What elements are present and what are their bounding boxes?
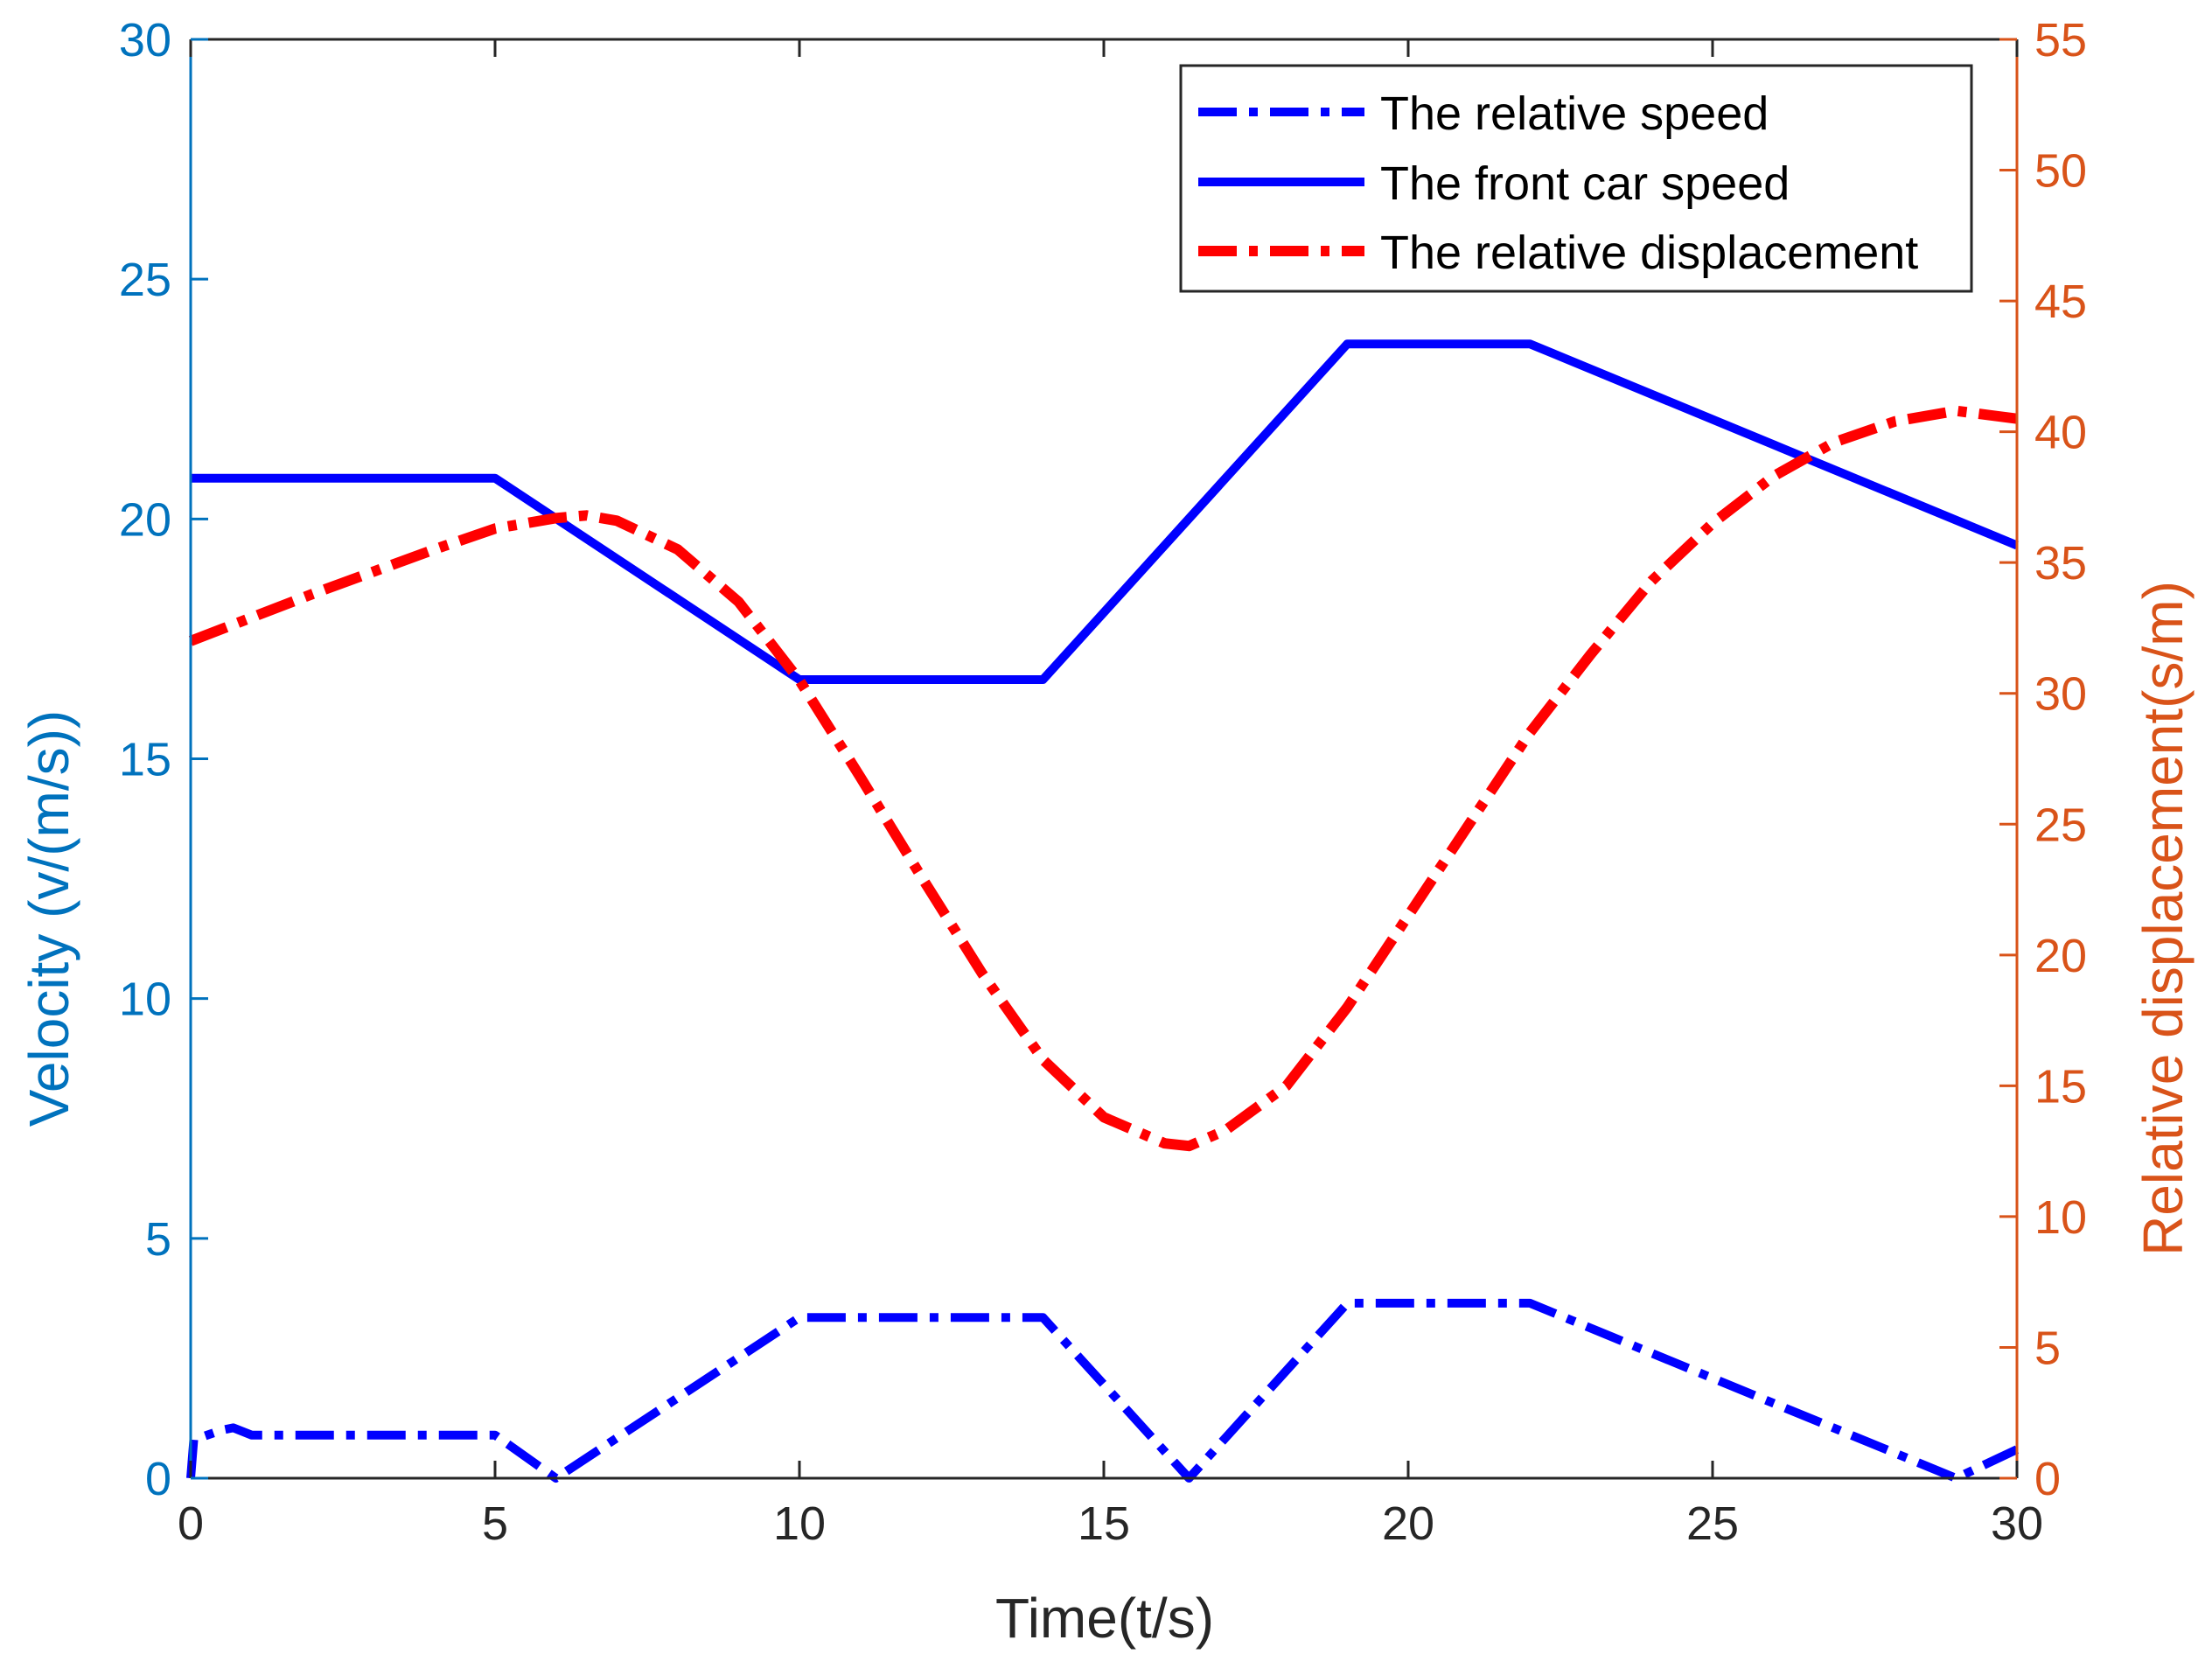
y-tick-label-right: 5 — [2034, 1322, 2061, 1374]
y-axis-label-right: Relative displacement(s/m) — [2132, 581, 2195, 1256]
y-tick-label-right: 50 — [2034, 145, 2087, 198]
y-tick-label-left: 5 — [145, 1213, 171, 1266]
axes-layer: 0 5 10 15 20 25 300510152025300510152025303540… — [119, 14, 2087, 1550]
y-axis-label-left: Velocity (v/(m/s)) — [17, 710, 80, 1127]
y-tick-label-right: 20 — [2034, 930, 2087, 982]
x-tick-label: 25 — [1686, 1497, 1739, 1550]
legend-label-front-car-speed: The front car speed — [1380, 157, 1790, 210]
y-tick-label-left: 0 — [145, 1453, 171, 1505]
y-tick-label-right: 30 — [2034, 668, 2087, 721]
x-tick-label: 20 — [1382, 1497, 1434, 1550]
x-tick-label: 15 — [1078, 1497, 1130, 1550]
legend: The relative speed The front car speed T… — [1179, 64, 1973, 293]
legend-label-relative-speed: The relative speed — [1380, 87, 1769, 140]
series-line-the-relative-displacement — [188, 405, 2018, 1152]
y-tick-label-right: 10 — [2034, 1191, 2087, 1244]
legend-label-relative-displacement: The relative displacement — [1380, 227, 1918, 279]
x-tick-label: 30 — [1991, 1497, 2043, 1550]
x-tick-label: 0 — [178, 1497, 204, 1550]
y-tick-label-left: 15 — [119, 734, 171, 786]
y-tick-label-right: 55 — [2034, 14, 2087, 66]
y-tick-label-right: 0 — [2034, 1453, 2061, 1505]
x-tick-label: 5 — [482, 1497, 508, 1550]
y-tick-label-left: 10 — [119, 974, 171, 1026]
y-tick-label-left: 20 — [119, 493, 171, 546]
series-layer — [186, 339, 2020, 1483]
y-tick-label-right: 45 — [2034, 276, 2087, 328]
x-tick-label: 10 — [773, 1497, 826, 1550]
y-tick-label-right: 15 — [2034, 1060, 2087, 1113]
y-tick-label-right: 40 — [2034, 407, 2087, 459]
y-tick-label-right: 25 — [2034, 799, 2087, 851]
series-line-the-front-car-speed — [191, 339, 2019, 684]
series-line-the-relative-speed — [186, 1298, 2020, 1483]
y-tick-label-left: 30 — [119, 14, 171, 66]
y-tick-label-left: 25 — [119, 254, 171, 306]
x-axis-label: Time(t/s) — [995, 1587, 1214, 1650]
y-tick-label-right: 35 — [2034, 537, 2087, 590]
